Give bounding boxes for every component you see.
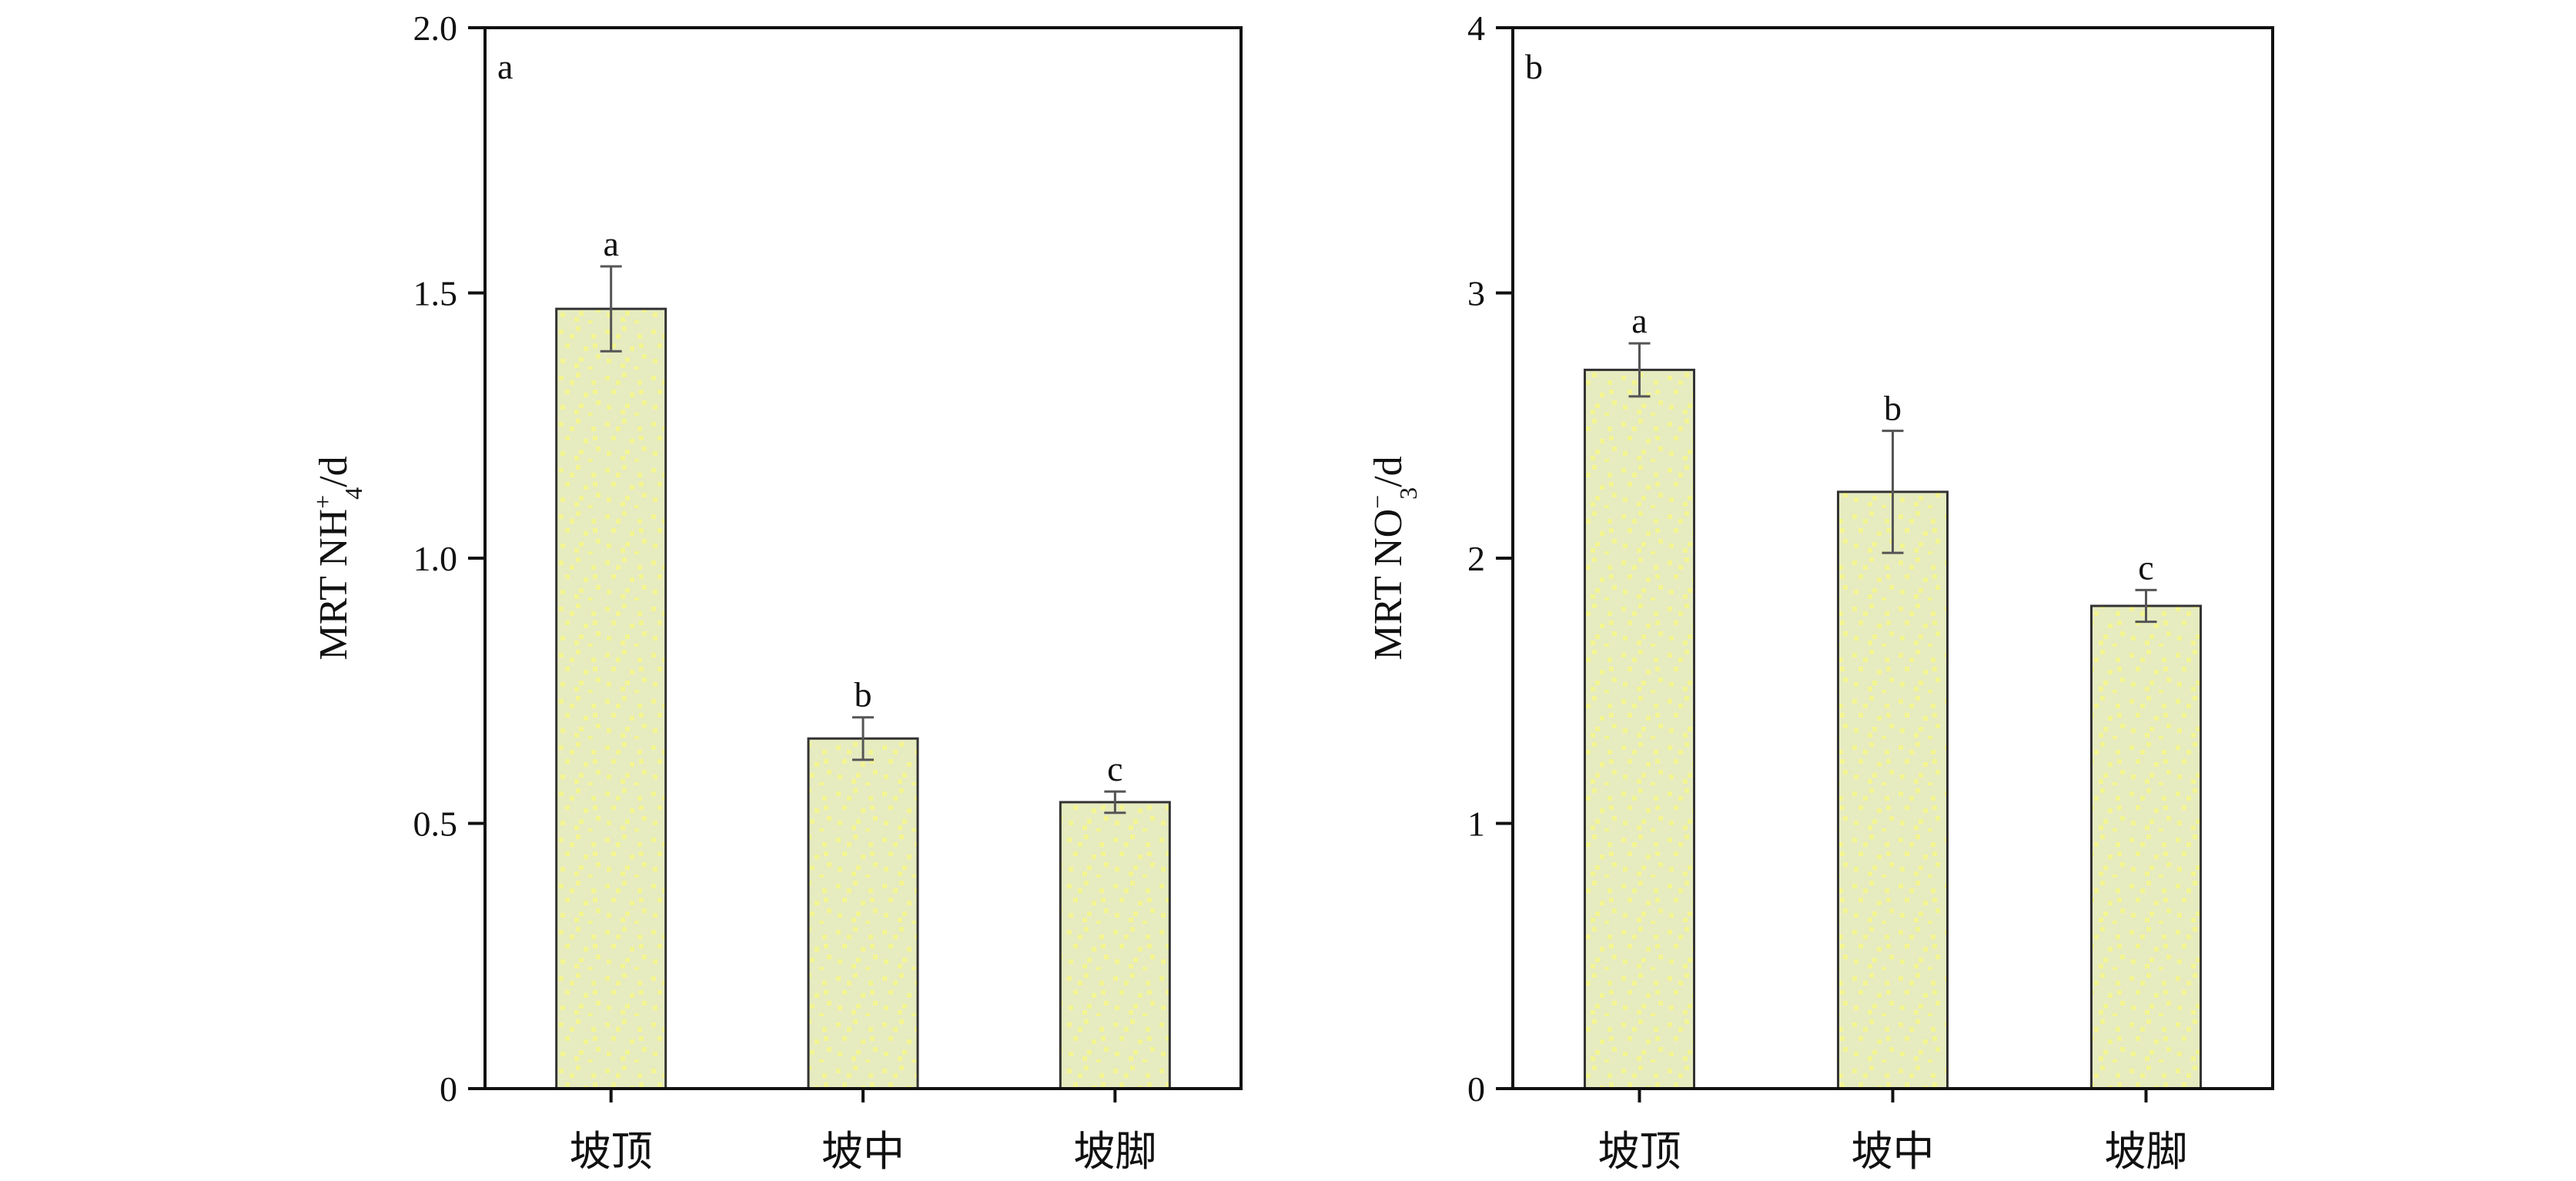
- chart-panel-b: a 坡顶 b 坡中 c 坡脚 0 1 2 3 4 b MRT NO−3/d: [1363, 8, 2274, 1175]
- y-tick-label-4: 3: [1467, 274, 1485, 313]
- bar-1: [1584, 368, 1695, 1090]
- y-tick-label-2: 1: [1467, 805, 1485, 844]
- y-tick-label-5: 4: [1467, 8, 1485, 48]
- significance-letter-2: b: [1884, 389, 1902, 428]
- y-axis-title: MRT NO−3/d: [1363, 456, 1422, 660]
- chart-panel-a: a 坡顶 b 坡中 c 坡脚 0 0.5 1.0 1.5 2.0 a MRT NH+4/d: [309, 8, 1243, 1175]
- y-tick-label-3: 2: [1467, 539, 1485, 578]
- y-tick-label-3: 1.0: [413, 539, 458, 578]
- error-bar-2: [852, 716, 874, 761]
- y-tick-label-1: 0: [440, 1069, 457, 1109]
- x-tick-label-3: 坡脚: [1073, 1129, 1156, 1175]
- bar-3: [2090, 604, 2202, 1090]
- error-bar-1: [600, 265, 622, 353]
- panel-label: a: [497, 47, 513, 86]
- y-tick-label-4: 1.5: [413, 274, 458, 313]
- significance-letter-1: a: [603, 224, 618, 263]
- bar-2: [807, 737, 919, 1090]
- bar-3: [1059, 801, 1171, 1090]
- significance-letter-3: c: [2138, 547, 2153, 587]
- significance-letter-2: b: [855, 675, 872, 714]
- bar-2: [1837, 490, 1949, 1090]
- error-bar-3: [2135, 588, 2157, 624]
- panel-label: b: [1525, 47, 1543, 86]
- error-bar-3: [1104, 790, 1126, 815]
- y-tick-label-2: 0.5: [413, 805, 458, 844]
- significance-letter-3: c: [1107, 749, 1122, 788]
- bar-1: [555, 307, 667, 1090]
- x-tick-label-1: 坡顶: [1598, 1129, 1681, 1175]
- error-bar-2: [1882, 430, 1904, 554]
- significance-letter-1: a: [1631, 301, 1647, 340]
- y-tick-label-1: 0: [1467, 1069, 1485, 1109]
- x-tick-label-1: 坡顶: [570, 1129, 653, 1175]
- x-tick-label-3: 坡脚: [2105, 1129, 2188, 1175]
- x-tick-label-2: 坡中: [1852, 1129, 1935, 1175]
- x-tick-label-2: 坡中: [821, 1129, 905, 1175]
- y-axis-title: MRT NH+4/d: [309, 456, 367, 660]
- error-bar-1: [1628, 342, 1651, 398]
- y-tick-label-5: 2.0: [413, 8, 458, 48]
